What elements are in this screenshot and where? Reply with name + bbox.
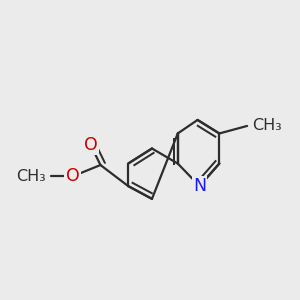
Text: CH₃: CH₃ [252,118,282,134]
Text: O: O [66,167,80,185]
Text: CH₃: CH₃ [16,169,46,184]
Text: O: O [84,136,98,154]
Text: N: N [193,177,206,195]
